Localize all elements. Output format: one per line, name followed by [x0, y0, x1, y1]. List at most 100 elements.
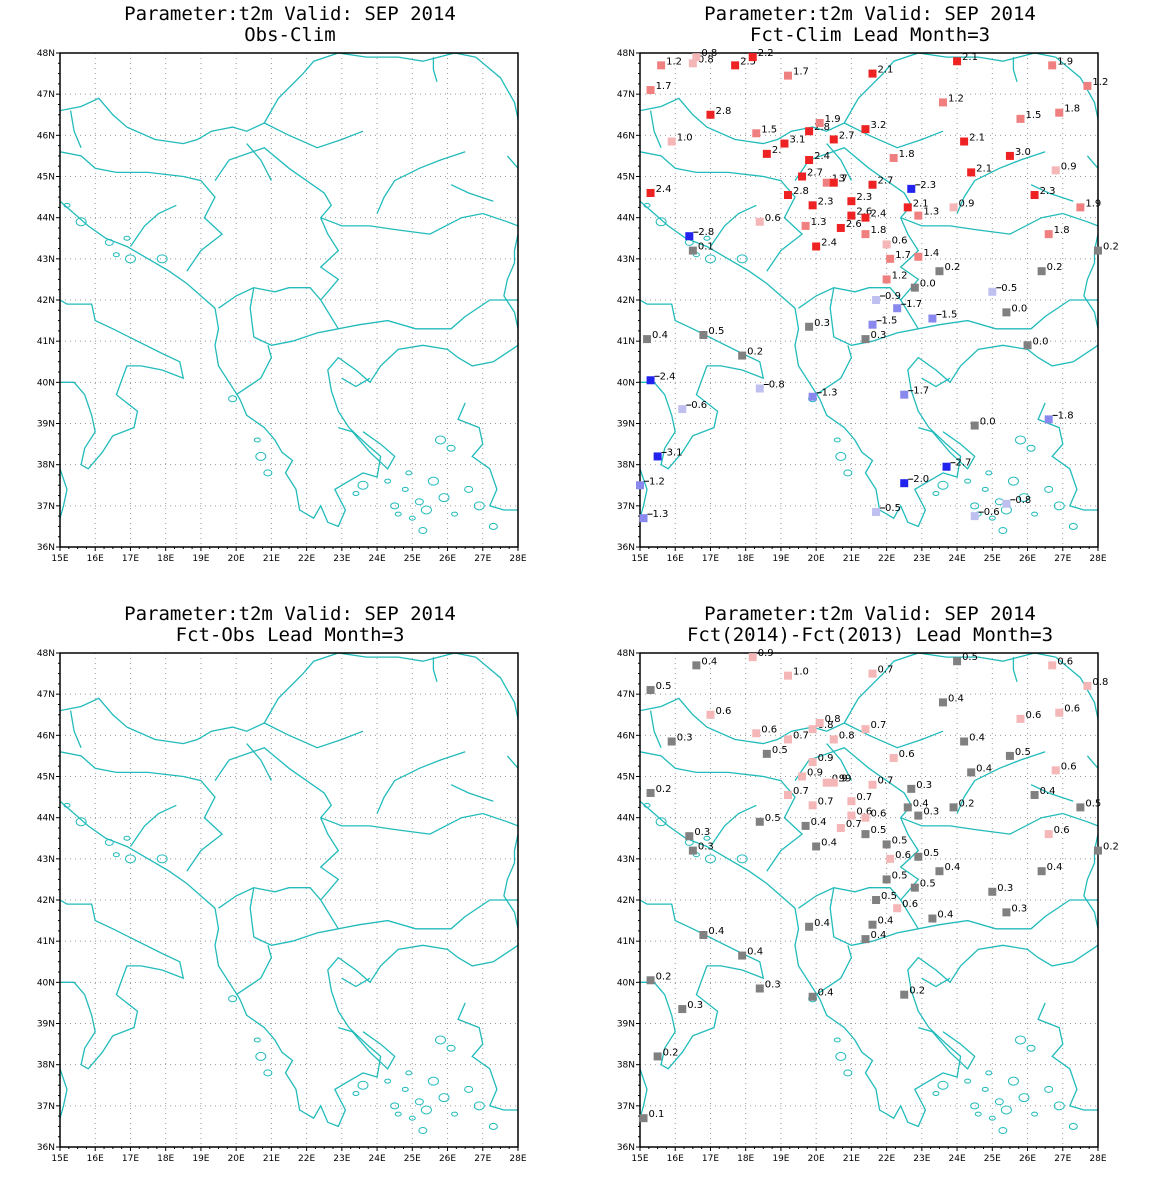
station-value-label: 0.8	[839, 730, 855, 741]
station-value-label: 2.0	[913, 474, 929, 485]
country-border	[432, 657, 438, 682]
x-tick-label: 24E	[949, 1154, 966, 1164]
x-tick-label: 24E	[949, 554, 966, 564]
island	[427, 476, 439, 486]
station-marker	[692, 661, 701, 670]
station-value-label: 0.4	[821, 837, 837, 848]
station-marker	[1048, 661, 1057, 670]
x-tick-label: 16E	[87, 554, 104, 564]
island	[255, 451, 267, 461]
y-tick-label: 41N	[617, 937, 635, 947]
station-marker	[808, 758, 817, 767]
station-marker	[928, 914, 937, 923]
station-value-label: 3.2	[870, 120, 886, 131]
station-value-label: 0.8	[825, 714, 841, 725]
station-marker	[1037, 267, 1046, 276]
station-value-label: 0.9	[1061, 161, 1077, 172]
station-marker	[907, 784, 916, 793]
station-value-label: 0.6	[902, 899, 918, 910]
station-marker	[639, 1114, 648, 1123]
station-value-label: 0.3	[923, 807, 939, 818]
y-tick-label: 42N	[37, 296, 55, 306]
country-border	[69, 710, 82, 748]
country-border	[432, 57, 438, 82]
island	[704, 854, 716, 864]
station-marker	[938, 698, 947, 707]
station-value-label: 2.6	[856, 207, 872, 218]
y-tick-label: 44N	[37, 814, 55, 824]
country-border	[798, 287, 1098, 330]
station-value-label: 0.7	[793, 786, 809, 797]
station-marker	[970, 512, 979, 521]
x-tick-label: 27E	[1054, 1154, 1071, 1164]
country-border	[450, 184, 494, 202]
y-tick-label: 45N	[617, 173, 635, 183]
station-marker	[914, 252, 923, 261]
station-marker	[801, 221, 810, 230]
island	[1044, 1085, 1054, 1093]
station-marker	[967, 768, 976, 777]
panel-title-line1: Parameter:t2m Valid: SEP 2014	[704, 603, 1036, 625]
island	[357, 480, 369, 490]
station-marker	[1044, 230, 1053, 239]
station-marker	[755, 817, 764, 826]
country-border	[1055, 56, 1098, 120]
map-frame	[59, 652, 519, 1148]
station-value-label: 0.8	[701, 48, 717, 59]
station-value-label: 0.1	[649, 1109, 665, 1120]
country-border	[218, 287, 518, 330]
y-tick-label: 47N	[617, 90, 635, 100]
y-tick-label: 40N	[617, 978, 635, 988]
y-tick-label: 43N	[37, 255, 55, 265]
station-value-label: 0.3	[1011, 903, 1027, 914]
island	[408, 515, 416, 521]
x-tick-label: 16E	[667, 1154, 684, 1164]
y-tick-label: 36N	[617, 543, 635, 553]
station-marker	[967, 168, 976, 177]
station-value-label: 1.5	[761, 124, 777, 135]
x-tick-label: 28E	[509, 554, 526, 564]
station-value-label: 1.2	[1092, 77, 1108, 88]
island	[384, 478, 392, 484]
island	[981, 486, 989, 492]
country-border	[1086, 755, 1098, 769]
station-value-label: 2.1	[878, 65, 894, 76]
y-tick-label: 48N	[617, 649, 635, 659]
coastline	[640, 899, 765, 1070]
x-tick-label: 19E	[772, 1154, 789, 1164]
y-tick-label: 36N	[37, 543, 55, 553]
x-tick-label: 24E	[369, 1154, 386, 1164]
station-marker	[847, 811, 856, 820]
station-marker	[907, 184, 916, 193]
station-value-label: 0.4	[701, 656, 717, 667]
country-border	[956, 151, 1046, 214]
station-marker	[646, 188, 655, 197]
country-border	[320, 812, 518, 835]
x-tick-label: 15E	[51, 1154, 68, 1164]
map-panel-obs-clim: Parameter:t2m Valid: SEP 2014 Obs-Clim 1…	[0, 0, 580, 600]
island	[994, 1098, 1004, 1106]
island	[253, 1037, 261, 1043]
island	[1026, 444, 1036, 452]
station-marker	[752, 129, 761, 138]
station-value-label: 2.	[772, 145, 782, 156]
station-value-label: 0.3	[687, 1000, 703, 1011]
station-value-label: 0.5	[772, 745, 788, 756]
coastline	[1037, 1002, 1098, 1111]
island	[1000, 1105, 1012, 1115]
station-value-label: 3.0	[1015, 147, 1031, 158]
island	[357, 1080, 369, 1090]
station-value-label: 0.6	[1025, 710, 1041, 721]
station-marker	[1051, 166, 1060, 175]
island	[964, 478, 972, 484]
y-tick-label: 44N	[617, 214, 635, 224]
station-value-label: 1.0	[793, 667, 809, 678]
map-canvas: 15E 16E 17E 18E 19E 20E 21E 22E 23E 24E 25E 26E 27E 2…	[617, 48, 1119, 564]
island	[998, 527, 1008, 535]
y-tick-label: 38N	[617, 1061, 635, 1071]
coastline	[1037, 402, 1098, 511]
station-marker	[783, 791, 792, 800]
station-value-label: 3.1	[667, 447, 683, 458]
x-tick-label: 22E	[298, 554, 315, 564]
y-tick-label: 40N	[37, 378, 55, 388]
